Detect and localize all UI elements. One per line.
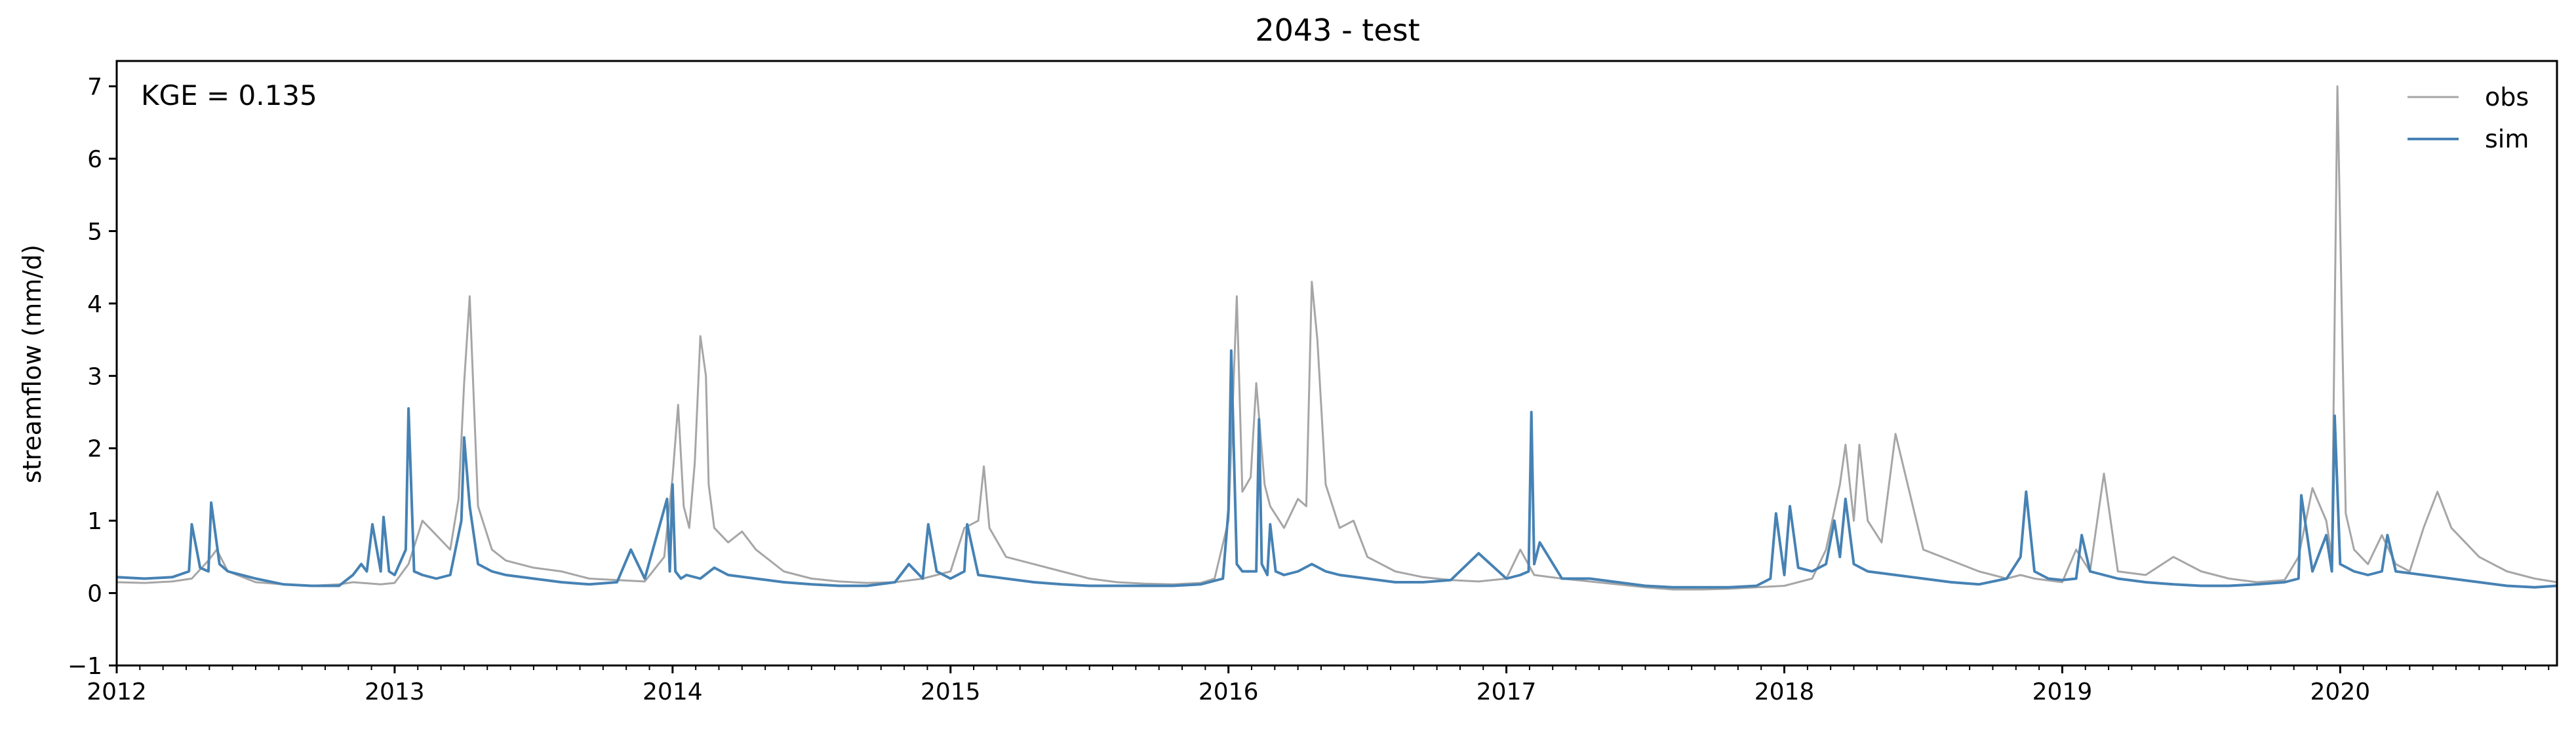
y-axis-label: streamflow (mm/d) — [18, 245, 47, 483]
y-axis-ticks: −1 0 1 2 3 4 5 6 7 — [68, 74, 117, 680]
y-tick-label: 6 — [87, 146, 102, 173]
x-tick-label: 2016 — [1199, 679, 1259, 705]
x-axis-ticks: 2012 2013 2014 2015 2016 2017 2018 2019 2020 — [87, 665, 2550, 705]
y-tick-label: −1 — [68, 653, 102, 680]
x-tick-label: 2012 — [87, 679, 147, 705]
series-lines — [116, 85, 2558, 591]
kge-annotation: KGE = 0.135 — [141, 79, 317, 111]
x-tick-label: 2015 — [921, 679, 981, 705]
legend: obs sim — [2408, 83, 2529, 153]
x-tick-label: 2018 — [1754, 679, 1815, 705]
x-tick-label: 2013 — [365, 679, 425, 705]
y-tick-label: 3 — [87, 363, 102, 390]
y-tick-label: 1 — [87, 508, 102, 535]
x-tick-label: 2017 — [1476, 679, 1537, 705]
y-tick-label: 7 — [87, 74, 102, 101]
y-tick-label: 4 — [87, 291, 102, 318]
legend-label-sim: sim — [2485, 125, 2529, 153]
y-tick-label: 0 — [87, 581, 102, 608]
x-tick-label: 2014 — [643, 679, 703, 705]
series-line-sim — [116, 349, 2558, 589]
chart-title: 2043 - test — [1255, 12, 1419, 48]
series-line-obs — [116, 85, 2558, 591]
x-tick-label: 2020 — [2310, 679, 2371, 705]
legend-label-obs: obs — [2485, 83, 2529, 111]
y-tick-label: 2 — [87, 436, 102, 463]
x-tick-label: 2019 — [2032, 679, 2093, 705]
y-tick-label: 5 — [87, 218, 102, 245]
plot-frame — [115, 60, 2558, 667]
